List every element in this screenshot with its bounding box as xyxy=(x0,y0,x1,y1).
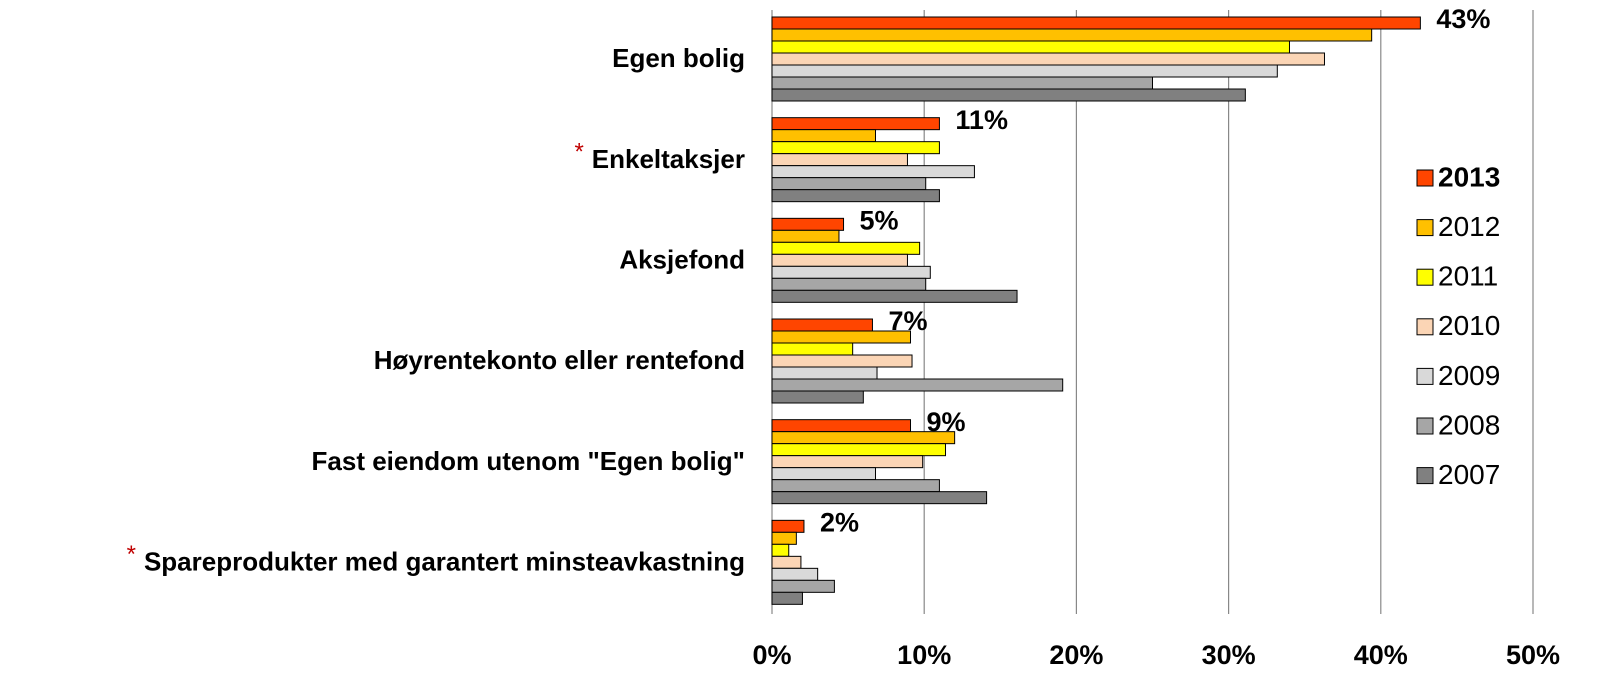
bar xyxy=(771,555,802,569)
bar xyxy=(771,366,878,380)
bar xyxy=(771,52,1325,66)
x-tick-label: 10% xyxy=(897,640,951,670)
bar xyxy=(771,165,975,179)
bar xyxy=(771,129,876,143)
legend-label: 2011 xyxy=(1438,261,1498,292)
category-label: Aksjefond xyxy=(619,245,745,275)
bar xyxy=(771,491,988,505)
bar xyxy=(771,265,931,279)
bar xyxy=(771,217,845,231)
x-tick-label: 40% xyxy=(1354,640,1408,670)
legend-swatch xyxy=(1416,219,1434,237)
bar xyxy=(771,189,940,203)
bar xyxy=(771,253,908,267)
bar xyxy=(771,88,1246,102)
bar xyxy=(771,519,805,533)
bar xyxy=(771,153,908,167)
legend-label: 2008 xyxy=(1438,409,1500,440)
bar xyxy=(771,117,940,131)
bar xyxy=(771,342,854,356)
value-label: 5% xyxy=(860,205,899,235)
bar xyxy=(771,16,1421,30)
bar xyxy=(771,64,1278,78)
legend-swatch xyxy=(1416,268,1434,286)
legend-label: 2013 xyxy=(1438,161,1500,192)
bar xyxy=(771,419,912,433)
legend-swatch xyxy=(1416,367,1434,385)
legend-swatch xyxy=(1416,417,1434,435)
legend-label: 2007 xyxy=(1438,459,1500,490)
value-label: 2% xyxy=(820,507,859,537)
x-tick-label: 0% xyxy=(752,640,791,670)
bar xyxy=(771,229,840,243)
category-mark: * xyxy=(127,541,136,568)
bar xyxy=(771,443,947,457)
bar xyxy=(771,591,803,605)
legend-label: 2012 xyxy=(1438,211,1500,242)
legend-swatch xyxy=(1416,318,1434,336)
category-label: Enkeltaksjer xyxy=(592,144,745,174)
bar xyxy=(771,177,927,191)
bar xyxy=(771,277,927,291)
legend-swatch xyxy=(1416,169,1434,187)
bar xyxy=(771,354,913,368)
bar xyxy=(771,330,912,344)
bar xyxy=(771,467,876,481)
bar xyxy=(771,141,940,155)
bar xyxy=(771,289,1018,303)
bar xyxy=(771,378,1064,392)
value-label: 43% xyxy=(1436,4,1490,34)
bar xyxy=(771,390,864,404)
bar xyxy=(771,531,797,545)
category-label: Høyrentekonto eller rentefond xyxy=(374,345,745,375)
x-tick-label: 50% xyxy=(1506,640,1560,670)
category-mark: * xyxy=(574,138,583,165)
value-label: 11% xyxy=(955,105,1008,135)
bar xyxy=(771,479,940,493)
bar xyxy=(771,40,1290,54)
bar xyxy=(771,455,924,469)
legend-swatch xyxy=(1416,467,1434,485)
category-label: Spareprodukter med garantert minsteavkas… xyxy=(144,547,745,577)
bar xyxy=(771,76,1153,90)
category-label: Fast eiendom utenom "Egen bolig" xyxy=(312,446,745,476)
legend-label: 2009 xyxy=(1438,360,1500,391)
bar xyxy=(771,241,921,255)
bar xyxy=(771,318,873,332)
legend-label: 2010 xyxy=(1438,310,1500,341)
bar xyxy=(771,567,819,581)
bar xyxy=(771,28,1373,42)
x-tick-label: 30% xyxy=(1202,640,1256,670)
bar xyxy=(771,579,835,593)
bar xyxy=(771,543,790,557)
category-label: Egen bolig xyxy=(612,43,745,73)
bar xyxy=(771,431,956,445)
x-tick-label: 20% xyxy=(1049,640,1103,670)
